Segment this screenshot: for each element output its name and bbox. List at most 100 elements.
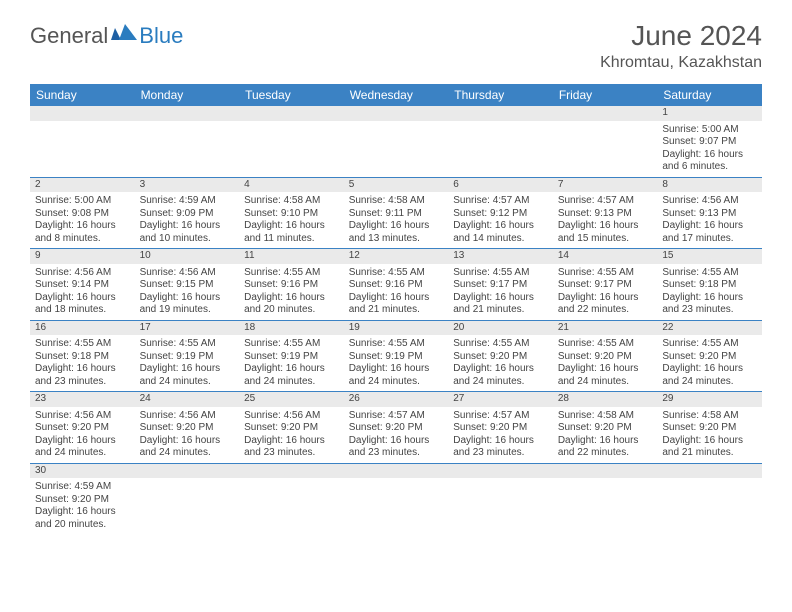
sunset-text: Sunset: 9:20 PM (349, 422, 444, 435)
daylight-text: Daylight: 16 hours (35, 435, 130, 448)
daylight-text: Daylight: 16 hours (662, 435, 757, 448)
day-cell: Sunrise: 4:56 AMSunset: 9:20 PMDaylight:… (30, 407, 135, 464)
day-number-cell: 13 (448, 249, 553, 264)
title-block: June 2024 Khromtau, Kazakhstan (600, 20, 762, 72)
day-number-cell: 3 (135, 177, 240, 192)
day-cell (553, 121, 658, 178)
sunset-text: Sunset: 9:17 PM (453, 279, 548, 292)
day-cell: Sunrise: 4:55 AMSunset: 9:17 PMDaylight:… (448, 264, 553, 321)
daylight-text: Daylight: 16 hours (453, 220, 548, 233)
day-cell (344, 478, 449, 534)
sunrise-text: Sunrise: 4:57 AM (349, 410, 444, 423)
sunrise-text: Sunrise: 4:55 AM (558, 338, 653, 351)
sunset-text: Sunset: 9:20 PM (453, 422, 548, 435)
day-cell: Sunrise: 4:56 AMSunset: 9:14 PMDaylight:… (30, 264, 135, 321)
day-number-cell: 15 (657, 249, 762, 264)
daylight-text: and 13 minutes. (349, 233, 444, 246)
sunset-text: Sunset: 9:16 PM (349, 279, 444, 292)
day-number-cell: 23 (30, 392, 135, 407)
day-number-cell: 26 (344, 392, 449, 407)
logo-text-blue: Blue (139, 23, 183, 49)
day-cell: Sunrise: 4:55 AMSunset: 9:16 PMDaylight:… (344, 264, 449, 321)
day-number-cell: 29 (657, 392, 762, 407)
sunset-text: Sunset: 9:12 PM (453, 208, 548, 221)
day-number-row: 16171819202122 (30, 320, 762, 335)
day-number-cell: 8 (657, 177, 762, 192)
day-cell: Sunrise: 4:58 AMSunset: 9:20 PMDaylight:… (553, 407, 658, 464)
sunset-text: Sunset: 9:18 PM (35, 351, 130, 364)
sunset-text: Sunset: 9:14 PM (35, 279, 130, 292)
daylight-text: Daylight: 16 hours (35, 363, 130, 376)
day-cell: Sunrise: 4:55 AMSunset: 9:19 PMDaylight:… (239, 335, 344, 392)
day-content-row: Sunrise: 5:00 AMSunset: 9:08 PMDaylight:… (30, 192, 762, 249)
daylight-text: Daylight: 16 hours (453, 363, 548, 376)
logo-text-general: General (30, 23, 108, 49)
daylight-text: and 24 minutes. (244, 376, 339, 389)
daylight-text: and 20 minutes. (244, 304, 339, 317)
day-number-cell: 14 (553, 249, 658, 264)
daylight-text: and 21 minutes. (349, 304, 444, 317)
day-number-cell: 10 (135, 249, 240, 264)
sunrise-text: Sunrise: 5:00 AM (662, 124, 757, 137)
sunset-text: Sunset: 9:19 PM (244, 351, 339, 364)
sunrise-text: Sunrise: 4:59 AM (140, 195, 235, 208)
sunset-text: Sunset: 9:20 PM (140, 422, 235, 435)
sunset-text: Sunset: 9:09 PM (140, 208, 235, 221)
day-cell: Sunrise: 4:58 AMSunset: 9:20 PMDaylight:… (657, 407, 762, 464)
day-number-cell (135, 106, 240, 121)
daylight-text: Daylight: 16 hours (244, 220, 339, 233)
day-number-cell (448, 463, 553, 478)
sunrise-text: Sunrise: 4:58 AM (662, 410, 757, 423)
day-number-cell: 12 (344, 249, 449, 264)
day-number-row: 2345678 (30, 177, 762, 192)
daylight-text: and 6 minutes. (662, 161, 757, 174)
weekday-header: Friday (553, 84, 658, 106)
day-number-cell: 28 (553, 392, 658, 407)
daylight-text: Daylight: 16 hours (349, 292, 444, 305)
sunrise-text: Sunrise: 5:00 AM (35, 195, 130, 208)
day-cell: Sunrise: 4:57 AMSunset: 9:12 PMDaylight:… (448, 192, 553, 249)
daylight-text: and 22 minutes. (558, 447, 653, 460)
daylight-text: and 24 minutes. (140, 447, 235, 460)
daylight-text: and 19 minutes. (140, 304, 235, 317)
sunset-text: Sunset: 9:15 PM (140, 279, 235, 292)
day-cell (135, 478, 240, 534)
daylight-text: Daylight: 16 hours (349, 435, 444, 448)
daylight-text: Daylight: 16 hours (140, 435, 235, 448)
logo: General Blue (30, 20, 183, 52)
day-cell: Sunrise: 4:56 AMSunset: 9:13 PMDaylight:… (657, 192, 762, 249)
daylight-text: Daylight: 16 hours (244, 435, 339, 448)
daylight-text: Daylight: 16 hours (558, 292, 653, 305)
sunset-text: Sunset: 9:20 PM (453, 351, 548, 364)
day-number-cell: 24 (135, 392, 240, 407)
day-content-row: Sunrise: 4:59 AMSunset: 9:20 PMDaylight:… (30, 478, 762, 534)
day-cell: Sunrise: 4:57 AMSunset: 9:20 PMDaylight:… (448, 407, 553, 464)
day-number-cell: 6 (448, 177, 553, 192)
day-number-row: 23242526272829 (30, 392, 762, 407)
daylight-text: Daylight: 16 hours (558, 220, 653, 233)
daylight-text: Daylight: 16 hours (453, 435, 548, 448)
daylight-text: and 21 minutes. (453, 304, 548, 317)
day-number-cell: 25 (239, 392, 344, 407)
daylight-text: Daylight: 16 hours (140, 363, 235, 376)
day-cell: Sunrise: 4:58 AMSunset: 9:11 PMDaylight:… (344, 192, 449, 249)
day-cell: Sunrise: 4:59 AMSunset: 9:09 PMDaylight:… (135, 192, 240, 249)
sunrise-text: Sunrise: 4:55 AM (558, 267, 653, 280)
sunrise-text: Sunrise: 4:56 AM (140, 410, 235, 423)
daylight-text: and 21 minutes. (662, 447, 757, 460)
sunset-text: Sunset: 9:07 PM (662, 136, 757, 149)
daylight-text: and 23 minutes. (35, 376, 130, 389)
flag-icon (111, 20, 137, 46)
sunrise-text: Sunrise: 4:55 AM (35, 338, 130, 351)
sunset-text: Sunset: 9:20 PM (662, 422, 757, 435)
day-cell: Sunrise: 4:55 AMSunset: 9:20 PMDaylight:… (657, 335, 762, 392)
daylight-text: Daylight: 16 hours (662, 220, 757, 233)
daylight-text: Daylight: 16 hours (140, 292, 235, 305)
day-cell (344, 121, 449, 178)
daylight-text: Daylight: 16 hours (662, 363, 757, 376)
sunrise-text: Sunrise: 4:55 AM (140, 338, 235, 351)
calendar-table: Sunday Monday Tuesday Wednesday Thursday… (30, 84, 762, 534)
daylight-text: and 11 minutes. (244, 233, 339, 246)
sunrise-text: Sunrise: 4:55 AM (662, 267, 757, 280)
daylight-text: and 23 minutes. (453, 447, 548, 460)
